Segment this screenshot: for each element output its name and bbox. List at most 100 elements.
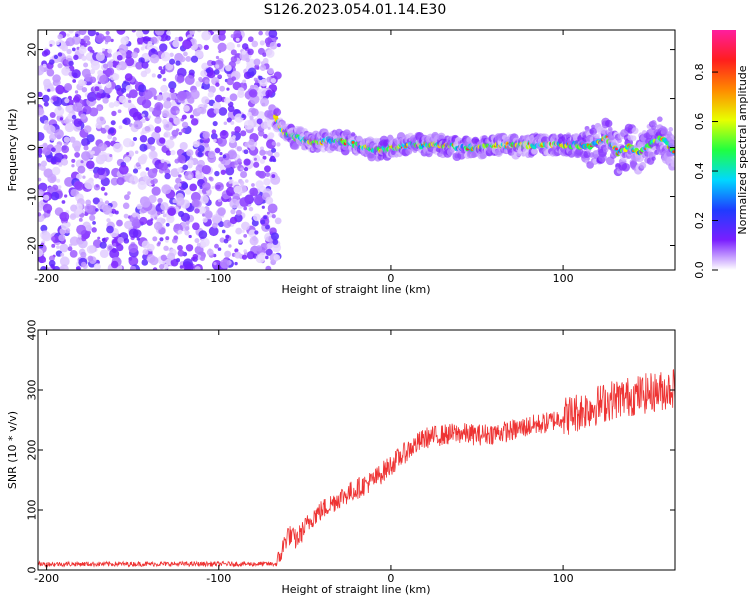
noise-mark [249,84,255,90]
noise-mark [276,43,281,48]
noise-mark [174,99,179,103]
noise-mark [163,132,169,138]
noise-mark [259,149,266,156]
noise-mark [169,87,175,94]
noise-mark [175,60,181,66]
noise-mark [39,256,47,264]
noise-mark [160,69,166,75]
noise-mark [126,93,130,98]
noise-mark [49,43,53,47]
trace-halo-mark [668,127,674,132]
noise-mark [40,160,48,167]
noise-mark [261,205,265,209]
noise-mark [149,54,160,64]
noise-mark [78,238,88,249]
noise-mark [196,242,201,247]
noise-mark [230,56,238,63]
noise-mark [95,184,99,188]
noise-mark [92,239,102,249]
noise-mark [218,50,222,54]
noise-mark [97,167,105,176]
noise-mark [235,37,240,42]
noise-mark [80,113,87,120]
noise-mark [230,49,237,56]
noise-mark [92,220,96,225]
noise-mark [157,211,161,216]
noise-mark [273,71,282,80]
noise-mark [248,138,255,146]
noise-mark [87,46,93,52]
trace-halo-mark [670,160,675,167]
trace-peak-mark [614,147,619,151]
noise-mark [38,163,42,167]
trace-halo-mark [661,127,668,134]
noise-mark [124,73,133,82]
noise-mark [99,249,109,259]
trace-halo-mark [592,158,598,164]
noise-mark [38,189,44,197]
noise-mark [95,52,105,62]
y-tick-label: 100 [26,500,39,521]
noise-mark [42,63,47,68]
noise-mark [163,100,172,109]
noise-mark [61,200,66,204]
noise-mark [150,36,158,44]
noise-mark [183,105,190,112]
noise-mark [179,141,188,151]
noise-mark [129,175,139,185]
noise-mark [156,94,164,101]
noise-mark [176,167,183,173]
noise-mark [212,120,218,127]
noise-mark [114,210,119,215]
noise-mark [152,236,158,242]
noise-mark [108,212,114,217]
noise-mark [116,54,123,61]
noise-mark [72,96,80,104]
noise-mark [125,57,135,67]
noise-mark [225,234,230,239]
noise-mark [74,151,80,158]
noise-mark [98,88,104,94]
noise-mark [167,163,171,167]
noise-mark [56,178,61,183]
noise-mark [154,116,162,124]
noise-mark [116,30,126,35]
noise-mark [265,172,271,177]
noise-mark [167,207,176,216]
noise-mark [163,263,169,270]
colorbar-gradient [712,30,736,270]
colorbar-label: Normalized spectral amplitude [736,65,749,234]
noise-mark [211,214,222,224]
noise-mark [160,202,169,211]
noise-mark [133,119,143,130]
noise-mark [72,102,83,112]
noise-mark [253,157,257,161]
noise-mark [264,150,269,155]
noise-mark [231,76,237,81]
noise-mark [108,102,115,109]
noise-mark [106,225,114,234]
noise-mark [157,197,163,204]
trace-halo-mark [668,139,675,148]
noise-mark [76,224,87,235]
noise-mark [249,187,259,197]
noise-mark [86,245,96,254]
noise-mark [226,117,232,123]
noise-mark [141,99,152,109]
noise-mark [162,110,170,118]
noise-mark [142,248,149,255]
noise-mark [70,204,78,212]
noise-mark [259,146,264,151]
noise-mark [185,56,192,62]
noise-mark [61,145,70,154]
noise-mark [181,128,186,133]
noise-mark [200,195,209,204]
noise-mark [78,79,85,87]
noise-mark [227,105,235,113]
noise-mark [200,237,210,248]
noise-mark [123,80,127,84]
noise-mark [267,67,274,75]
noise-mark [221,229,226,234]
noise-mark [73,118,83,127]
noise-mark [243,149,249,155]
